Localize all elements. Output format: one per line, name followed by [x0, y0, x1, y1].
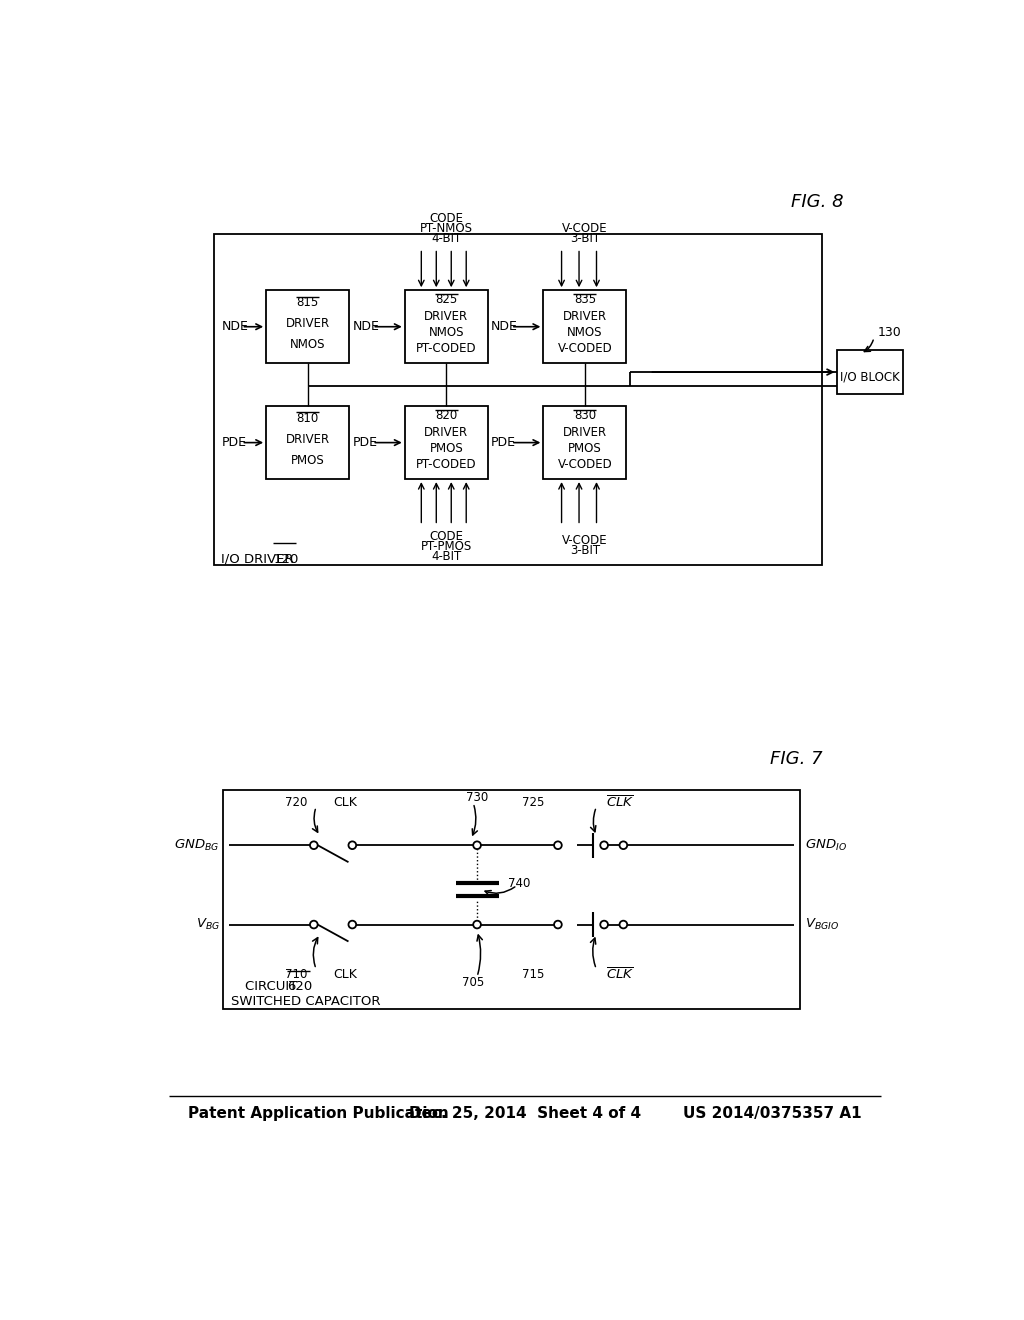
Bar: [266, 407, 349, 479]
Text: DRIVER: DRIVER: [286, 433, 330, 446]
Bar: [838, 350, 903, 395]
Text: 815: 815: [297, 296, 318, 309]
Text: NDE: NDE: [352, 321, 379, 333]
Text: V-CODE: V-CODE: [562, 222, 607, 235]
Text: NMOS: NMOS: [290, 338, 326, 351]
Text: Dec. 25, 2014  Sheet 4 of 4: Dec. 25, 2014 Sheet 4 of 4: [409, 1106, 641, 1121]
Text: PT-NMOS: PT-NMOS: [420, 222, 473, 235]
Text: $\overline{CLK}$: $\overline{CLK}$: [606, 968, 635, 982]
Text: 120: 120: [273, 553, 299, 566]
Text: NMOS: NMOS: [428, 326, 464, 339]
Circle shape: [620, 921, 628, 928]
Text: PDE: PDE: [352, 436, 377, 449]
Circle shape: [600, 841, 608, 849]
Text: FIG. 8: FIG. 8: [792, 193, 844, 210]
Circle shape: [473, 921, 481, 928]
Text: DRIVER: DRIVER: [286, 317, 330, 330]
Circle shape: [310, 841, 317, 849]
Text: $GND_{BG}$: $GND_{BG}$: [174, 838, 220, 853]
Text: PDE: PDE: [490, 436, 516, 449]
Text: 715: 715: [521, 968, 544, 981]
Text: V-CODED: V-CODED: [557, 458, 612, 471]
Text: $V_{BG}$: $V_{BG}$: [196, 917, 220, 932]
Text: V-CODE: V-CODE: [562, 535, 607, 548]
Text: DRIVER: DRIVER: [424, 425, 468, 438]
Text: 830: 830: [573, 409, 596, 422]
Text: DRIVER: DRIVER: [424, 310, 468, 322]
Text: CIRCUIT: CIRCUIT: [245, 979, 301, 993]
Text: DRIVER: DRIVER: [563, 310, 607, 322]
Text: PMOS: PMOS: [291, 454, 325, 467]
Text: 740: 740: [508, 878, 530, 890]
Circle shape: [310, 921, 317, 928]
Text: 4-BIT: 4-BIT: [431, 232, 462, 246]
Text: Patent Application Publication: Patent Application Publication: [188, 1106, 450, 1121]
Text: $\overline{CLK}$: $\overline{CLK}$: [606, 795, 635, 810]
Text: $V_{BGIO}$: $V_{BGIO}$: [805, 917, 840, 932]
Text: $GND_{IO}$: $GND_{IO}$: [805, 838, 847, 853]
Text: CODE: CODE: [429, 213, 463, 224]
Text: V-CODED: V-CODED: [557, 342, 612, 355]
Circle shape: [473, 841, 481, 849]
Text: NDE: NDE: [221, 321, 248, 333]
Bar: [223, 789, 801, 1010]
Text: NDE: NDE: [490, 321, 518, 333]
Text: PT-CODED: PT-CODED: [416, 458, 476, 471]
Bar: [266, 290, 349, 363]
Text: CODE: CODE: [429, 529, 463, 543]
Text: I/O DRIVER: I/O DRIVER: [221, 553, 294, 566]
Text: 810: 810: [297, 412, 318, 425]
Text: PT-CODED: PT-CODED: [416, 342, 476, 355]
Circle shape: [620, 841, 628, 849]
Text: DRIVER: DRIVER: [563, 425, 607, 438]
Text: PT-PMOS: PT-PMOS: [421, 540, 472, 553]
Circle shape: [348, 921, 356, 928]
Text: 3-BIT: 3-BIT: [569, 232, 600, 246]
Text: PDE: PDE: [221, 436, 247, 449]
Text: 720: 720: [286, 796, 307, 809]
Text: US 2014/0375357 A1: US 2014/0375357 A1: [683, 1106, 862, 1121]
Text: 130: 130: [878, 326, 901, 339]
Text: 4-BIT: 4-BIT: [431, 549, 462, 562]
Text: 835: 835: [573, 293, 596, 306]
Text: 820: 820: [435, 409, 458, 422]
Text: I/O BLOCK: I/O BLOCK: [841, 371, 900, 384]
Circle shape: [348, 841, 356, 849]
Circle shape: [554, 841, 562, 849]
Text: 705: 705: [462, 975, 484, 989]
Text: NMOS: NMOS: [567, 326, 602, 339]
Circle shape: [554, 921, 562, 928]
Text: 725: 725: [521, 796, 544, 809]
Bar: [404, 407, 487, 479]
Text: PMOS: PMOS: [429, 442, 463, 455]
Text: FIG. 7: FIG. 7: [770, 750, 822, 768]
Bar: [404, 290, 487, 363]
Text: 825: 825: [435, 293, 458, 306]
Text: 3-BIT: 3-BIT: [569, 544, 600, 557]
Text: 620: 620: [287, 979, 312, 993]
Text: CLK: CLK: [333, 968, 357, 981]
Text: 710: 710: [286, 968, 307, 981]
Bar: [214, 234, 822, 565]
Circle shape: [600, 921, 608, 928]
Text: PMOS: PMOS: [568, 442, 602, 455]
Text: 730: 730: [466, 791, 488, 804]
Text: CLK: CLK: [333, 796, 357, 809]
Text: SWITCHED CAPACITOR: SWITCHED CAPACITOR: [230, 995, 380, 1008]
Bar: [544, 290, 627, 363]
Bar: [544, 407, 627, 479]
